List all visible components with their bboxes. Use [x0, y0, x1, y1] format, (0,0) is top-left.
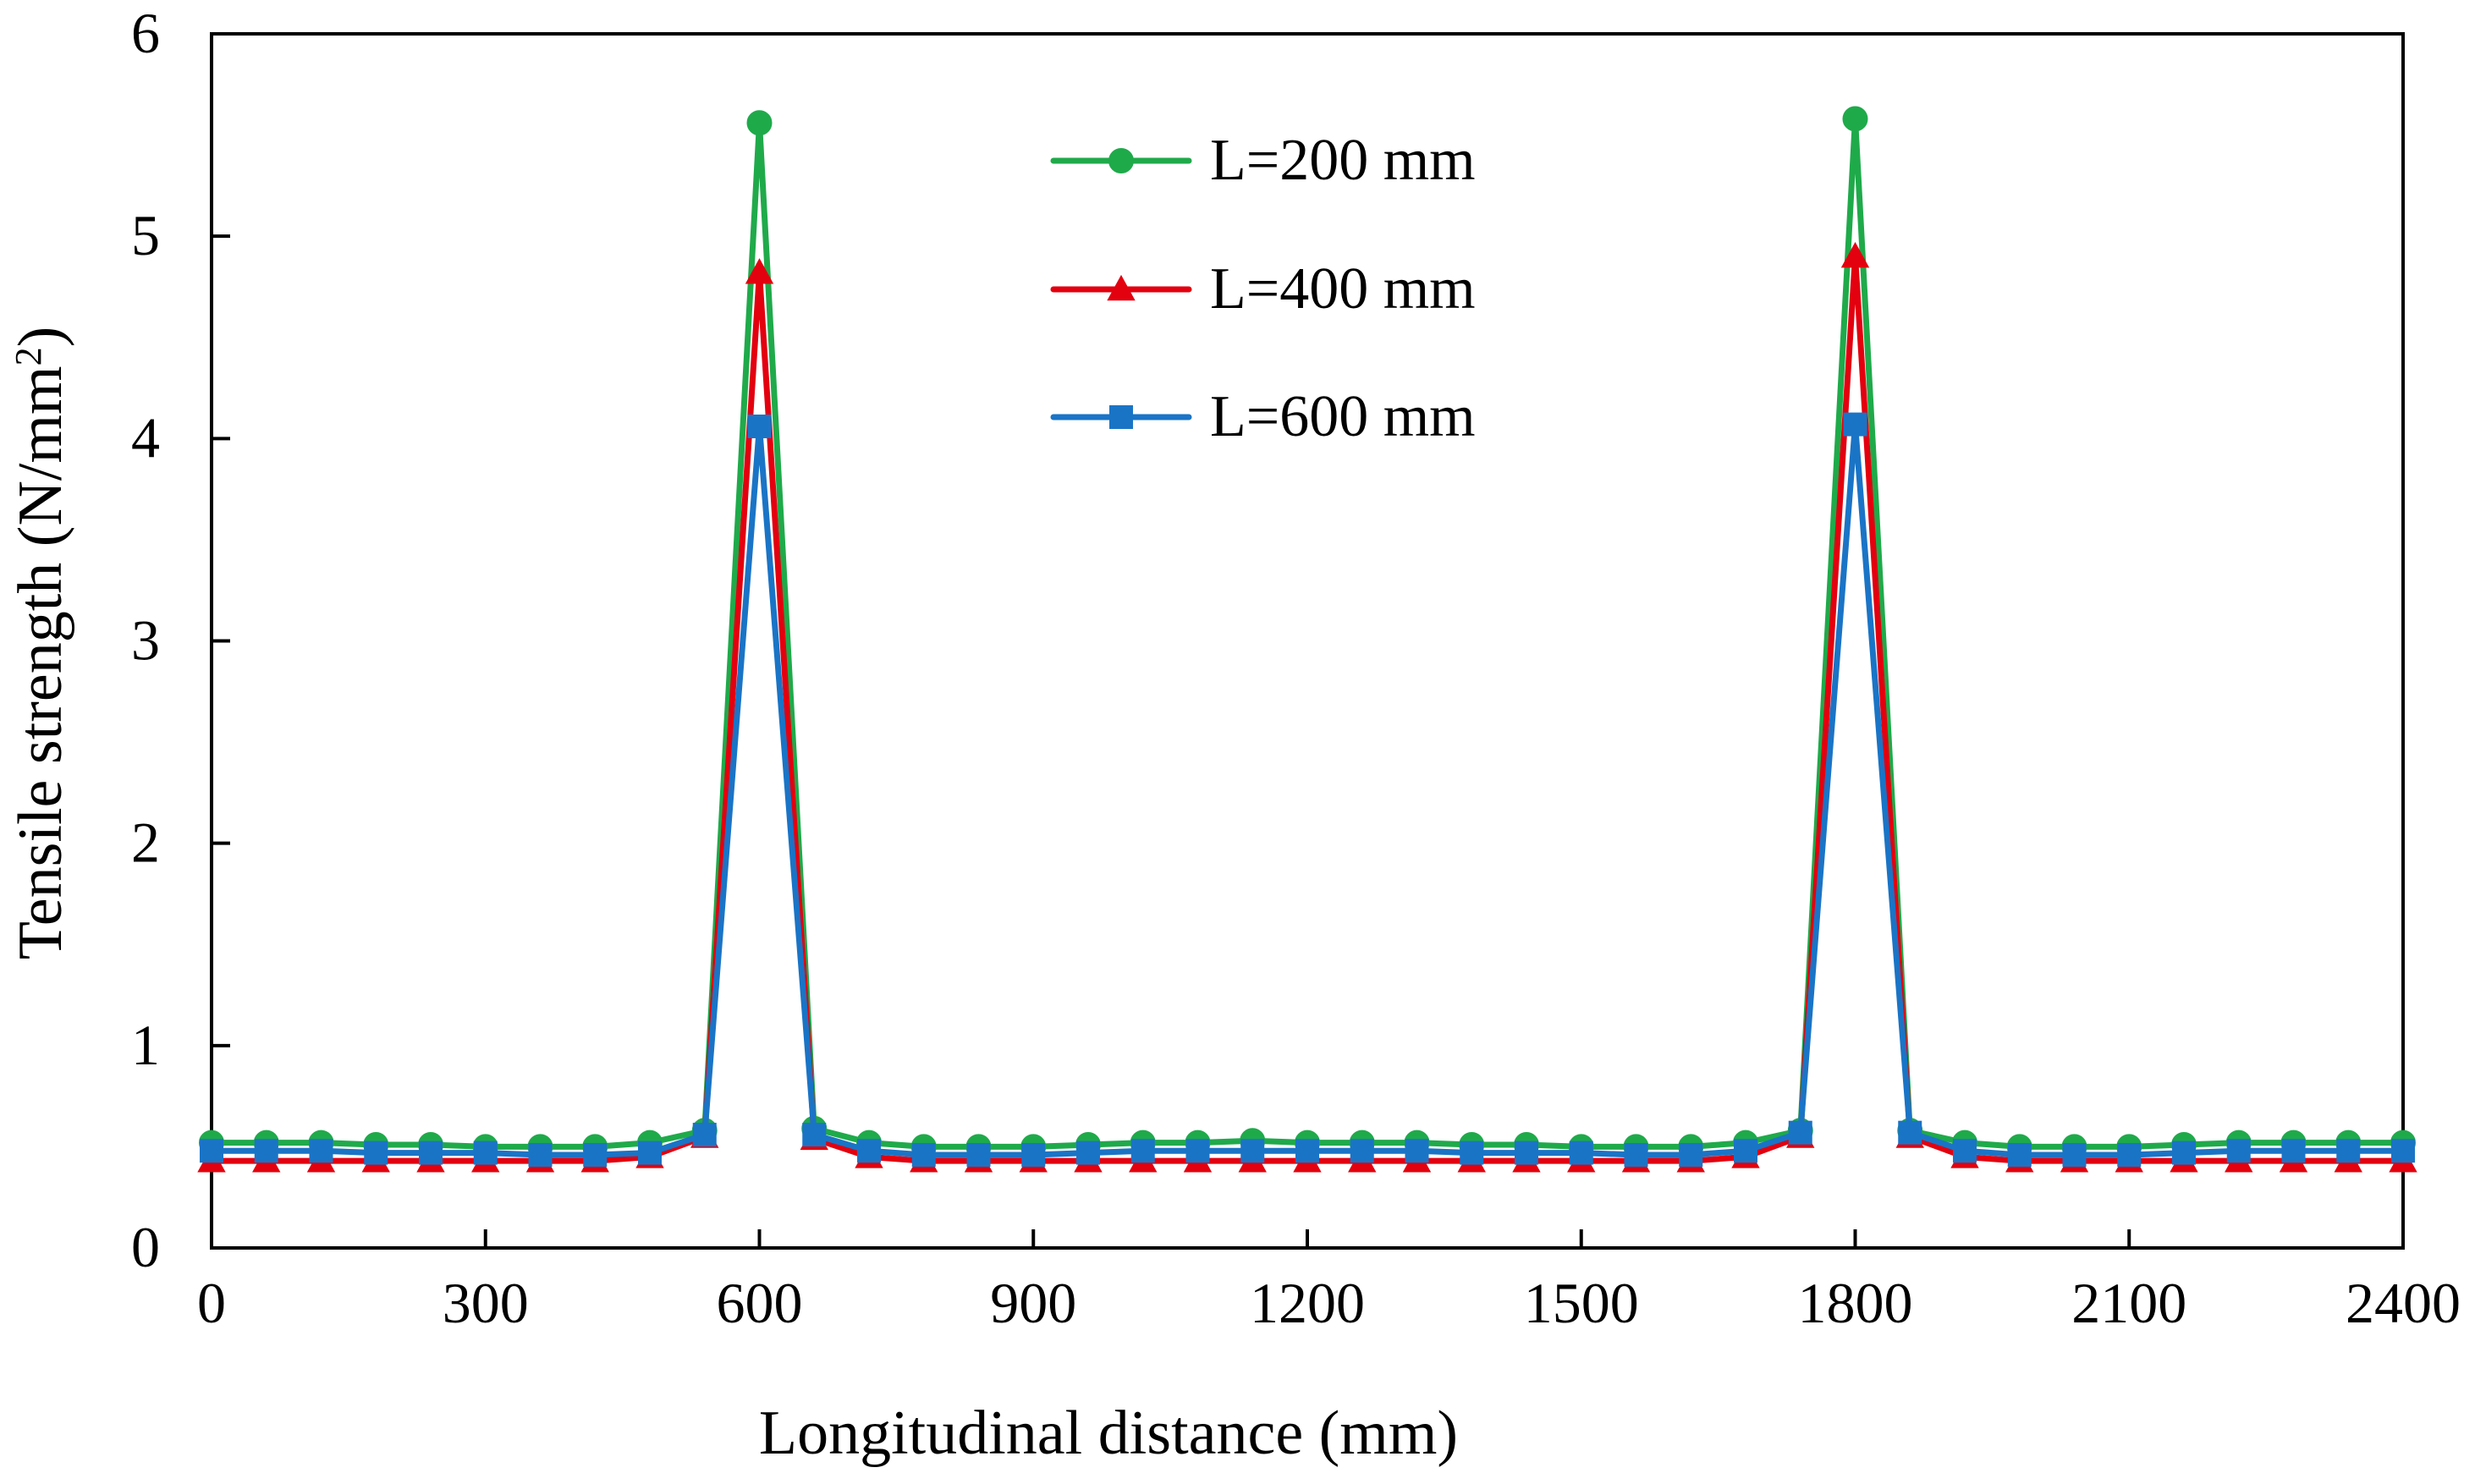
- series-l-600-mm-point: [1953, 1139, 1977, 1163]
- series-l-600-mm-point: [1843, 412, 1867, 437]
- series-l-600-mm-point: [528, 1142, 553, 1167]
- series-l-600-mm-point: [1624, 1142, 1648, 1167]
- series-l-600-mm-point: [2062, 1142, 2087, 1167]
- series-l-600-mm-point: [200, 1139, 223, 1163]
- series-l-600-mm-point: [2172, 1140, 2196, 1165]
- series-l-600-mm-point: [2281, 1139, 2306, 1163]
- series-line-l-600-mm: [208, 421, 2406, 1158]
- series-l-600-mm: [200, 412, 2415, 1167]
- series-l-200-mm-point: [1842, 106, 1868, 132]
- legend-item-l-200-mm: L=200 mm: [1050, 128, 1476, 193]
- series-l-600-mm-point: [1679, 1142, 1703, 1167]
- y-axis-label-superscript: 2: [8, 347, 49, 366]
- series-l-600-mm-point: [1405, 1139, 1429, 1163]
- x-tick-label: 1800: [1798, 1271, 1913, 1335]
- series-l-600-mm-point: [419, 1140, 443, 1165]
- plot-frame-layer: [210, 32, 2405, 1250]
- series-l-600-mm-point: [857, 1139, 881, 1163]
- x-tick-label: 1200: [1250, 1271, 1365, 1335]
- y-tick-label: 4: [131, 405, 160, 470]
- series-l-600-mm-point: [364, 1140, 388, 1165]
- series-l-600-mm-point: [1185, 1139, 1210, 1163]
- series-l-600-mm-point: [1240, 1139, 1265, 1163]
- series-l-600-mm-point: [1021, 1142, 1046, 1167]
- series-l-600-mm-point: [1569, 1140, 1593, 1165]
- ticks-layer: 0 300 600 900 1200 1500 1800 2100 2400 0 1 2 3 4 5 6: [131, 1, 2461, 1335]
- x-tick-label: 1500: [1524, 1271, 1639, 1335]
- series-l-600-mm-point: [473, 1140, 498, 1165]
- x-tick-label: 0: [197, 1271, 226, 1335]
- x-tick-label: 2400: [2346, 1271, 2461, 1335]
- series-l-600-mm-point: [309, 1139, 333, 1163]
- x-axis-label: Longitudinal distance (mm): [759, 1399, 1458, 1468]
- series-l-600-mm-point: [1460, 1140, 1484, 1165]
- y-tick-label: 1: [131, 1013, 160, 1077]
- legend-label-l-600-mm: L=600 mm: [1210, 384, 1476, 449]
- y-axis-label: Tensile strength (N/mm2): [6, 327, 75, 959]
- series-l-200-mm-point: [746, 110, 773, 136]
- series-l-400-mm-point: [1840, 242, 1870, 268]
- series-l-600-mm-point: [966, 1142, 991, 1167]
- x-tick-label: 2100: [2071, 1271, 2186, 1335]
- series-l-600-mm-point: [2007, 1142, 2032, 1167]
- legend-l-600-mm-point: [1109, 405, 1133, 429]
- series-l-600-mm-point: [638, 1140, 662, 1165]
- series-l-600-mm-point: [2336, 1139, 2361, 1163]
- series-l-600-mm-point: [911, 1142, 936, 1167]
- series-l-600-mm-point: [1515, 1140, 1538, 1165]
- y-tick-label: 0: [131, 1215, 160, 1279]
- series-l-600-mm-point: [747, 414, 772, 438]
- series-l-600-mm-point: [2226, 1139, 2251, 1163]
- y-axis-label-main: Tensile strength (N/mm: [6, 366, 75, 959]
- series-l-600-mm-point: [1898, 1120, 1922, 1145]
- series-l-600-mm-point: [692, 1123, 717, 1147]
- y-tick-label: 6: [131, 1, 160, 65]
- plot-frame: [210, 32, 2405, 1250]
- legend-label-l-200-mm: L=200 mm: [1210, 128, 1476, 193]
- series-l-600-mm-point: [1130, 1139, 1155, 1163]
- series-l-600-mm-point: [2117, 1142, 2142, 1167]
- series-l-600-mm-point: [1734, 1139, 1757, 1163]
- x-tick-label: 600: [717, 1271, 803, 1335]
- legend-item-l-400-mm: L=400 mm: [1050, 256, 1476, 322]
- series-l-600-mm-point: [254, 1139, 278, 1163]
- series-l-600-mm-point: [1788, 1120, 1812, 1145]
- y-axis-label-close-paren: ): [6, 327, 75, 348]
- legend-label-l-400-mm: L=400 mm: [1210, 256, 1476, 322]
- legend-l-400-mm-point: [1107, 274, 1136, 301]
- series-layer: [197, 106, 2417, 1173]
- series-l-600-mm-point: [2391, 1139, 2415, 1163]
- x-tick-label: 900: [990, 1271, 1076, 1335]
- legend-l-200-mm-point: [1108, 148, 1134, 173]
- y-tick-label: 2: [131, 811, 160, 875]
- y-tick-label: 3: [131, 608, 160, 673]
- series-l-400-mm-point: [745, 258, 774, 284]
- y-tick-label: 5: [131, 203, 160, 267]
- series-l-600-mm-point: [1350, 1139, 1374, 1163]
- series-l-600-mm-point: [583, 1142, 608, 1167]
- x-tick-label: 300: [443, 1271, 529, 1335]
- series-l-600-mm-point: [1076, 1140, 1100, 1165]
- series-l-400-mm: [197, 242, 2417, 1173]
- series-l-600-mm-point: [1295, 1139, 1319, 1163]
- series-l-600-mm-point: [802, 1123, 827, 1147]
- legend-item-l-600-mm: L=600 mm: [1050, 384, 1476, 449]
- legend: L=200 mm L=400 mm L=600 mm: [1050, 128, 1476, 449]
